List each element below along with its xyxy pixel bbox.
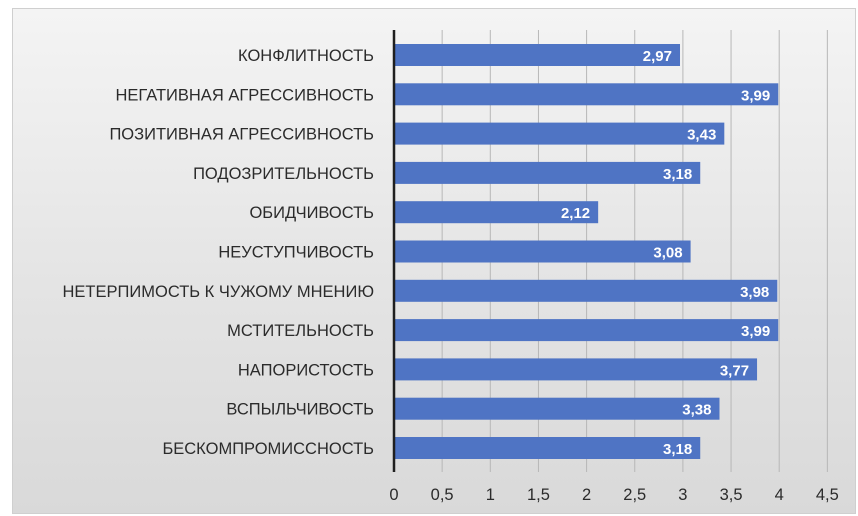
category-labels: КОНФЛИТНОСТЬ НЕГАТИВНАЯ АГРЕССИВНОСТЬ ПОЗИ… bbox=[63, 47, 374, 458]
bar bbox=[395, 161, 701, 184]
category-label: НАПОРИСТОСТЬ bbox=[238, 361, 374, 379]
category-label: КОНФЛИТНОСТЬ bbox=[238, 47, 374, 65]
value-label: 3,18 bbox=[663, 441, 692, 458]
bar bbox=[395, 240, 691, 263]
value-label: 3,98 bbox=[740, 284, 769, 301]
x-tick-label: 4,5 bbox=[816, 486, 839, 504]
x-tick-label: 2,5 bbox=[623, 486, 646, 504]
value-labels: 2,97 3,99 3,43 3,18 2,12 3,08 3,98 3,99 3,77 3,38… bbox=[561, 48, 770, 458]
value-label: 2,97 bbox=[643, 48, 672, 65]
category-label: БЕСКОМПРОМИССНОСТЬ bbox=[162, 440, 374, 458]
category-label: ПОЗИТИВНАЯ АГРЕССИВНОСТЬ bbox=[109, 126, 374, 144]
x-tick-label: 3 bbox=[678, 486, 687, 504]
bar bbox=[395, 122, 725, 145]
x-tick-label: 4 bbox=[775, 486, 784, 504]
category-label: ПОДОЗРИТЕЛЬНОСТЬ bbox=[193, 165, 374, 183]
bar bbox=[395, 201, 599, 224]
x-tick-label: 0,5 bbox=[431, 486, 454, 504]
category-label: ВСПЫЛЬЧИВОСТЬ bbox=[226, 401, 374, 419]
category-label: НЕУСТУПЧИВОСТЬ bbox=[218, 244, 374, 262]
bar bbox=[395, 279, 778, 302]
category-label: МСТИТЕЛЬНОСТЬ bbox=[227, 322, 374, 340]
value-label: 3,38 bbox=[682, 402, 711, 419]
bars bbox=[395, 44, 779, 459]
bar bbox=[395, 319, 779, 342]
bar bbox=[395, 397, 720, 420]
value-label: 3,77 bbox=[720, 362, 749, 379]
x-tick-label: 3,5 bbox=[720, 486, 743, 504]
x-tick-label: 1,5 bbox=[527, 486, 550, 504]
value-label: 3,99 bbox=[741, 323, 770, 340]
bar bbox=[395, 437, 701, 459]
bar bbox=[395, 44, 681, 66]
bar bbox=[395, 358, 758, 381]
x-tick-label: 1 bbox=[486, 486, 495, 504]
value-label: 2,12 bbox=[561, 205, 590, 222]
bar bbox=[395, 83, 779, 106]
x-tick-label: 2 bbox=[582, 486, 591, 504]
value-label: 3,99 bbox=[741, 87, 770, 104]
category-label: НЕГАТИВНАЯ АГРЕССИВНОСТЬ bbox=[115, 86, 374, 104]
x-tick-labels: 0 0,5 1 1,5 2 2,5 3 3,5 4 4,5 bbox=[389, 486, 838, 504]
value-label: 3,18 bbox=[663, 166, 692, 183]
value-label: 3,43 bbox=[687, 127, 716, 144]
x-tick-label: 0 bbox=[389, 486, 398, 504]
category-label: НЕТЕРПИМОСТЬ К ЧУЖОМУ МНЕНИЮ bbox=[63, 283, 374, 301]
category-label: ОБИДЧИВОСТЬ bbox=[249, 204, 374, 222]
value-label: 3,08 bbox=[653, 245, 682, 262]
